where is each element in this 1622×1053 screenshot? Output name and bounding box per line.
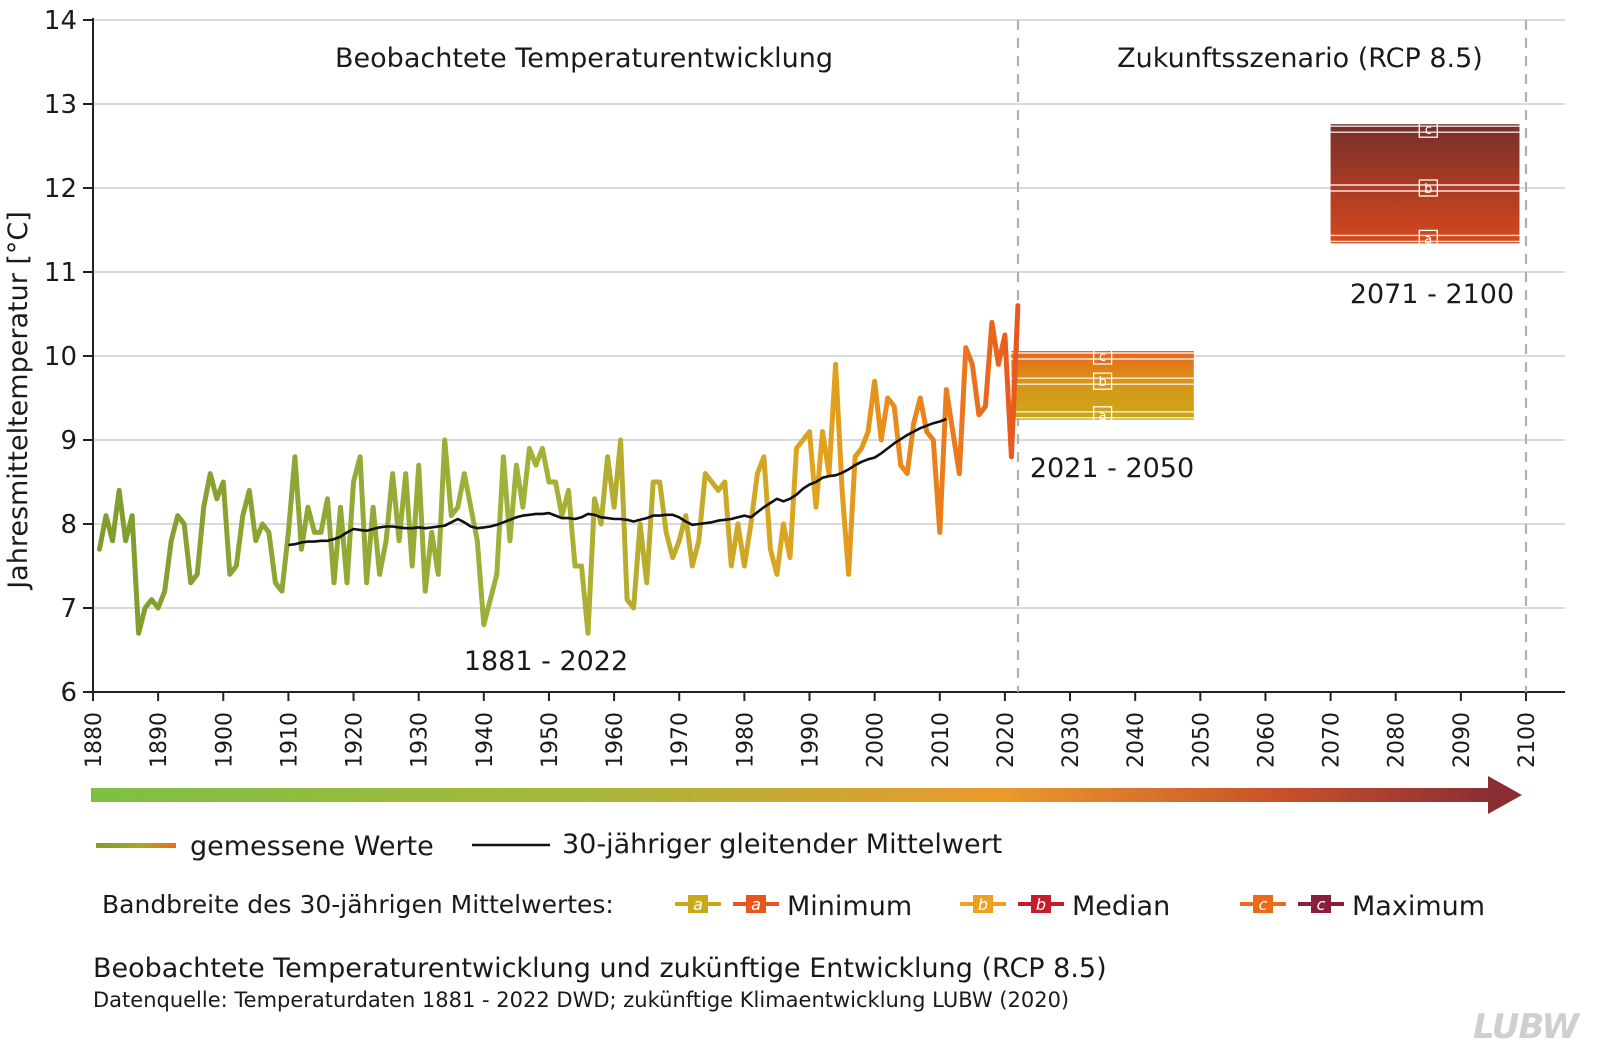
x-tick-label: 1970 <box>668 712 693 768</box>
legend: gemessene Werte 30-jähriger gleitender M… <box>96 829 1485 922</box>
legend-swatch-box <box>1253 895 1273 913</box>
legend-measured-label: gemessene Werte <box>190 831 434 862</box>
x-tick-label: 1930 <box>408 712 433 768</box>
legend-item-maximum: c c Maximum <box>1240 891 1485 922</box>
y-tick-label: 10 <box>44 342 77 372</box>
section-observed: Beobachtete Temperaturentwicklung <box>335 43 833 74</box>
x-tick-label: 2020 <box>994 712 1019 768</box>
section-future: Zukunftsszenario (RCP 8.5) <box>1117 43 1483 74</box>
x-tick-label: 1990 <box>799 712 824 768</box>
caption-source: Datenquelle: Temperaturdaten 1881 - 2022… <box>93 988 1069 1012</box>
range-marker-letter: c <box>1425 123 1432 138</box>
legend-swatch-box <box>746 895 766 913</box>
x-tick-label: 2050 <box>1189 712 1214 768</box>
legend-swatch-letter: b <box>1036 895 1046 914</box>
range-marker-letter: c <box>1099 350 1106 365</box>
x-tick-label: 2070 <box>1320 712 1345 768</box>
annotation-observed-period: 1881 - 2022 <box>464 646 628 677</box>
y-tick-label: 6 <box>60 678 77 708</box>
x-tick-label: 1910 <box>277 712 302 768</box>
range-marker-letter: b <box>1098 375 1106 390</box>
x-tick-label: 1940 <box>473 712 498 768</box>
legend-swatch-box <box>1031 895 1051 913</box>
range-marker-a <box>1092 406 1113 424</box>
legend-measured: gemessene Werte <box>96 831 434 862</box>
y-tick-label: 13 <box>44 90 77 120</box>
legend-band-items: a a Minimum b b Median c c Maximum <box>675 891 1485 922</box>
range-marker-letter: b <box>1424 182 1432 197</box>
legend-item-label: Maximum <box>1352 891 1485 922</box>
range-marker-a <box>1418 229 1438 248</box>
range-box-2021-2050: a bc <box>1011 347 1194 424</box>
x-tick-label: 1950 <box>538 712 563 768</box>
x-tick-label: 1900 <box>212 712 237 768</box>
range-marker-b <box>1092 372 1113 390</box>
legend-swatch-box <box>1311 895 1331 913</box>
annotation-far-future: 2071 - 2100 <box>1350 279 1514 310</box>
y-axis-label: Jahresmitteltemperatur [°C] <box>3 211 34 591</box>
legend-swatch-letter: c <box>1259 895 1268 914</box>
y-tick-label: 7 <box>60 594 77 624</box>
range-marker-c <box>1418 120 1438 138</box>
y-axis-ticks: 6 7 8 9 10 11 12 13 14 <box>44 6 93 708</box>
legend-item-minimum: a a Minimum <box>675 891 912 922</box>
x-tick-label: 2000 <box>864 712 889 768</box>
x-axis-ticks: 1880 1890 1900 1910 1920 1930 1940 1950 1960 1970… <box>82 692 1540 768</box>
range-band <box>1011 351 1194 420</box>
time-arrow <box>91 776 1522 814</box>
legend-swatch-letter: b <box>978 895 988 914</box>
y-tick-label: 9 <box>60 426 77 456</box>
x-tick-label: 1880 <box>82 712 107 768</box>
x-tick-label: 2040 <box>1124 712 1149 768</box>
x-tick-label: 2010 <box>929 712 954 768</box>
x-tick-label: 2030 <box>1059 712 1084 768</box>
legend-swatch-letter: a <box>751 895 761 914</box>
legend-moving-average: 30-jähriger gleitender Mittelwert <box>472 829 1002 860</box>
x-tick-label: 1960 <box>603 712 628 768</box>
legend-band-title: Bandbreite des 30-jährigen Mittelwertes: <box>102 890 614 919</box>
y-tick-label: 12 <box>44 174 77 204</box>
range-box-2071-2100: a b c <box>1330 120 1520 248</box>
range-marker-letter: a <box>1424 232 1432 247</box>
x-tick-label: 1890 <box>147 712 172 768</box>
x-tick-label: 2100 <box>1515 712 1540 768</box>
y-tick-label: 14 <box>44 6 77 36</box>
legend-swatch-box <box>973 895 993 913</box>
y-tick-label: 11 <box>44 258 77 288</box>
x-tick-label: 2080 <box>1385 712 1410 768</box>
lubw-logo: LUBW <box>1473 1007 1580 1047</box>
y-tick-label: 8 <box>60 510 77 540</box>
x-tick-label: 2090 <box>1450 712 1475 768</box>
range-marker-b <box>1418 179 1438 197</box>
x-tick-label: 2060 <box>1254 712 1279 768</box>
legend-item-label: Minimum <box>787 891 912 922</box>
x-tick-label: 1980 <box>733 712 758 768</box>
measured-series-line <box>97 303 1021 636</box>
legend-swatch-letter: c <box>1317 895 1326 914</box>
range-marker-c <box>1092 347 1113 365</box>
legend-moving-average-label: 30-jähriger gleitender Mittelwert <box>562 829 1002 860</box>
caption-title: Beobachtete Temperaturentwicklung und zu… <box>93 953 1107 984</box>
x-tick-label: 1920 <box>343 712 368 768</box>
legend-item-label: Median <box>1072 891 1170 922</box>
grid-lines <box>93 19 1565 609</box>
annotation-near-future: 2021 - 2050 <box>1030 453 1194 484</box>
legend-swatch-letter: a <box>693 895 703 914</box>
legend-item-median: b b Median <box>960 891 1170 922</box>
range-band <box>1330 124 1520 244</box>
range-marker-letter: a <box>1099 409 1107 424</box>
legend-swatch-box <box>688 895 708 913</box>
moving-average-line <box>288 417 947 547</box>
